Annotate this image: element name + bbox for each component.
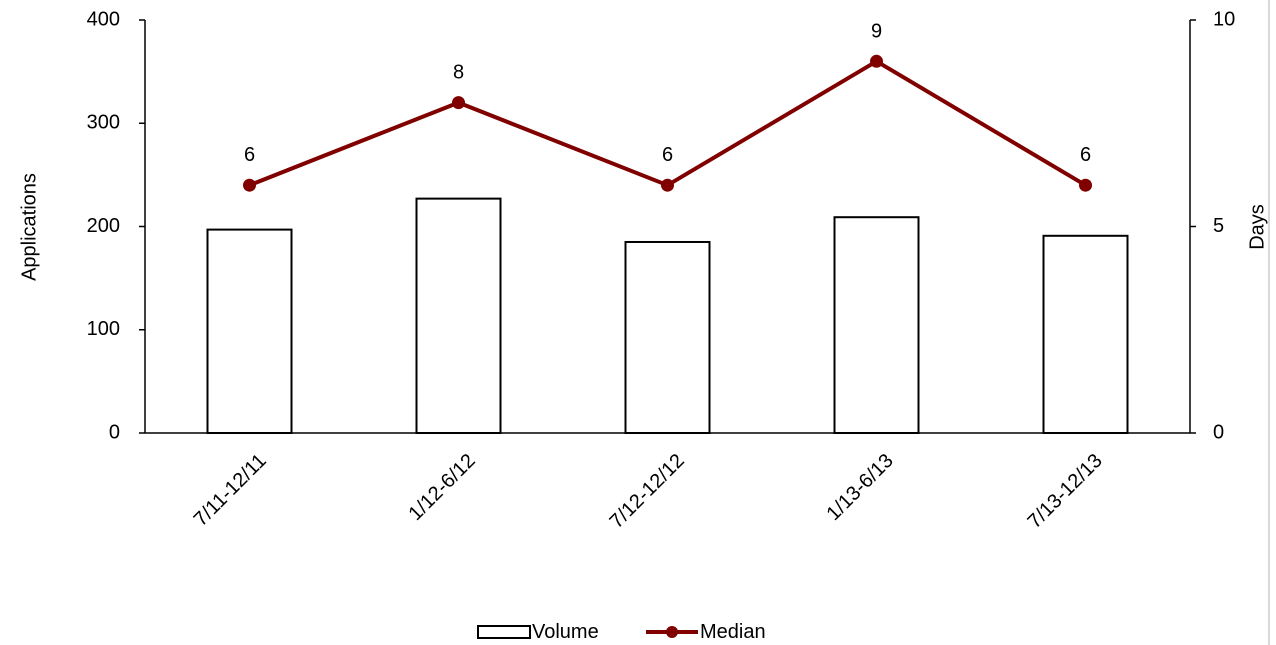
- right-axis-title: Days: [1246, 204, 1268, 250]
- volume-bar-3: [624, 240, 711, 434]
- volume-bar-5: [1042, 234, 1129, 434]
- median-point-4: [870, 54, 883, 68]
- right-tick-label-2: 10: [1213, 8, 1235, 30]
- category-label-5: 7/13-12/13: [1024, 450, 1107, 533]
- median-data-label-4: 9: [871, 20, 882, 42]
- median-line-group: 6 8 6 9 6: [243, 20, 1092, 192]
- legend-volume-swatch: [477, 625, 531, 639]
- median-point-2: [452, 96, 465, 110]
- category-label-4: 1/13-6/13: [822, 450, 897, 525]
- median-data-label-2: 8: [453, 62, 464, 84]
- median-data-label-3: 6: [662, 144, 673, 166]
- legend: Volume Median: [477, 621, 766, 643]
- right-tick-label-0: 0: [1213, 421, 1224, 443]
- median-line: [248, 59, 1087, 188]
- left-tick-label-0: 0: [109, 421, 120, 443]
- right-axis-ticks: 0 5 10: [1190, 8, 1235, 443]
- median-point-3: [661, 178, 674, 192]
- legend-median-marker: [666, 626, 678, 638]
- legend-volume-label: Volume: [532, 621, 599, 643]
- left-tick-label-2: 200: [87, 215, 120, 237]
- left-axis-ticks: 0 100 200 300 400: [87, 8, 145, 443]
- category-labels: 7/11-12/11 1/12-6/12 7/12-12/12 1/13-6/13 7/…: [190, 450, 1107, 533]
- median-data-label-5: 6: [1080, 144, 1091, 166]
- right-edge-border: [1268, 0, 1270, 645]
- left-tick-label-1: 100: [87, 318, 120, 340]
- category-label-1: 7/11-12/11: [190, 450, 271, 531]
- category-label-2: 1/12-6/12: [404, 450, 479, 525]
- volume-bar-1: [206, 228, 293, 434]
- right-tick-label-1: 5: [1213, 215, 1224, 237]
- volume-bars: [206, 197, 1129, 434]
- median-data-label-1: 6: [244, 144, 255, 166]
- left-tick-label-3: 300: [87, 112, 120, 134]
- left-tick-label-4: 400: [87, 8, 120, 30]
- median-point-5: [1079, 178, 1092, 192]
- legend-median-label: Median: [700, 621, 766, 643]
- category-label-3: 7/12-12/12: [606, 450, 689, 533]
- volume-bar-4: [833, 216, 920, 434]
- volume-bar-2: [415, 197, 502, 434]
- left-axis-title: Applications: [18, 173, 40, 281]
- median-point-1: [243, 178, 256, 192]
